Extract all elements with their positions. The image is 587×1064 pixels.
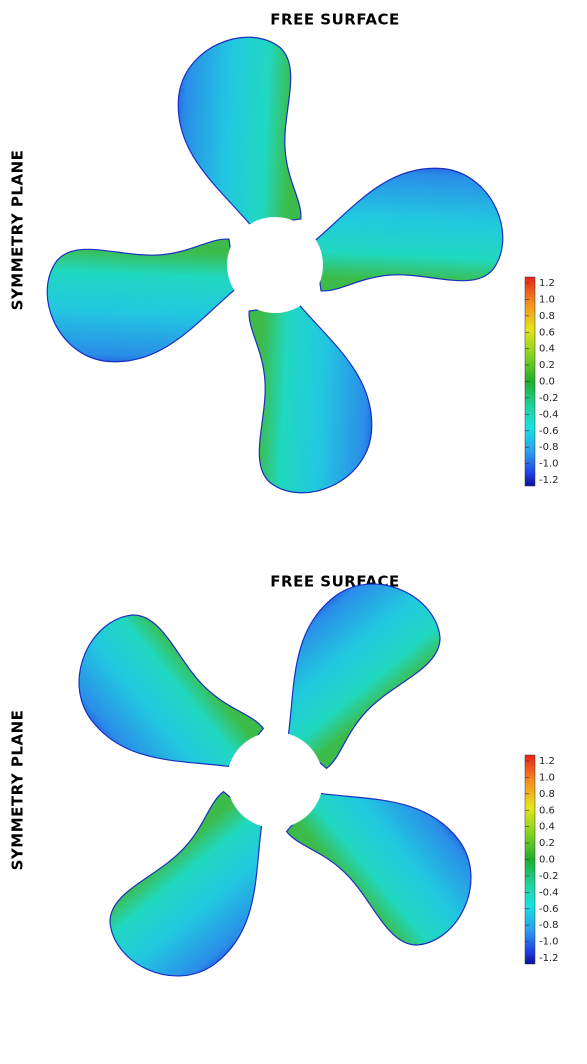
colorbar-tick-label: -0.4 (539, 409, 559, 420)
colorbar-tick-label: -0.6 (539, 426, 559, 437)
colorbar-tick-label: 0.6 (539, 805, 555, 816)
top-label: FREE SURFACE (270, 11, 399, 29)
hub (227, 732, 323, 828)
colorbar-tick-label: -0.4 (539, 887, 559, 898)
colorbar-tick-label: -0.8 (539, 920, 559, 931)
blade (41, 229, 243, 371)
colorbar-tick-label: 0.6 (539, 327, 555, 338)
side-label: SYMMETRY PLANE (9, 710, 27, 871)
colorbar-tick-label: 0.2 (539, 838, 555, 849)
colorbar-tick-label: 0.0 (539, 377, 555, 388)
figure: FREE SURFACE SYMMETRY PLANE 1.2 1.0 0.8 0.6 0.… (0, 0, 587, 1064)
colorbar-tick-label: 0.4 (539, 822, 555, 833)
side-label: SYMMETRY PLANE (9, 150, 27, 311)
colorbar-tick-label: 1.0 (539, 294, 555, 305)
colorbar-tick-label: -1.0 (539, 937, 559, 948)
colorbar-tick-label: -1.0 (539, 459, 559, 470)
blade (306, 159, 508, 301)
colorbar-tick-label: -0.2 (539, 393, 559, 404)
colorbar-tick-label: -0.6 (539, 904, 559, 915)
colorbar-tick-label: -1.2 (539, 953, 559, 964)
hub (227, 217, 323, 313)
colorbar-tick-label: 1.2 (539, 278, 555, 289)
propeller (41, 31, 508, 498)
blade (169, 31, 311, 233)
colorbar-tick-label: -1.2 (539, 475, 559, 486)
colorbar-tick-label: -0.2 (539, 871, 559, 882)
blade (239, 296, 381, 498)
panel: FREE SURFACE SYMMETRY PLANE 1.2 1.0 0.8 0.6 0.… (9, 11, 559, 499)
colorbar-tick-label: -0.8 (539, 442, 559, 453)
propeller (51, 556, 499, 1004)
colorbar-tick-label: 1.0 (539, 772, 555, 783)
colorbar-tick-label: 0.8 (539, 789, 555, 800)
colorbar-tick-label: 0.4 (539, 344, 555, 355)
colorbar-tick-label: 0.8 (539, 311, 555, 322)
colorbar-tick-label: 0.2 (539, 360, 555, 371)
colorbar-tick-label: 1.2 (539, 756, 555, 767)
colorbar-tick-label: 0.0 (539, 855, 555, 866)
